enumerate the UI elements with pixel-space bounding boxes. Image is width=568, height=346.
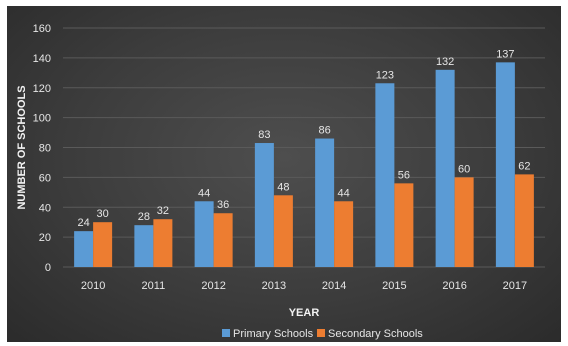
secondary-schools-bar (514, 174, 534, 267)
x-tick-label: 2014 (322, 280, 346, 292)
y-tick-label: 40 (39, 202, 51, 214)
secondary-schools-bar (394, 183, 414, 267)
primary-schools-value-label: 83 (258, 129, 270, 141)
secondary-schools-value-label: 44 (338, 187, 350, 199)
primary-schools-value-label: 28 (138, 211, 150, 223)
y-tick-label: 100 (33, 113, 51, 125)
primary-schools-value-label: 123 (376, 69, 394, 81)
secondary-schools-value-label: 36 (217, 199, 229, 211)
y-tick-label: 0 (45, 262, 51, 274)
y-tick-label: 120 (33, 83, 51, 95)
legend-label-secondary: Secondary Schools (328, 328, 423, 340)
y-tick-label: 60 (39, 172, 51, 184)
data-labels: 24 30 28 32 44 36 83 48 86 44 123 56 132 60 137 62 (78, 48, 531, 229)
primary-schools-bar (74, 231, 94, 267)
primary-schools-bar (194, 201, 214, 267)
bar-chart: 0 20 40 60 80 100 120 140 160 24 30 28 32 44 36 83 48 86… (16, 23, 545, 340)
y-tick-label: 80 (39, 143, 51, 155)
legend-label-primary: Primary Schools (233, 328, 314, 340)
y-tick-label: 140 (33, 53, 51, 65)
secondary-schools-bar (93, 222, 113, 267)
secondary-schools-value-label: 32 (157, 205, 169, 217)
x-axis-ticks: 2010 2011 2012 2013 2014 2015 2016 2017 (81, 280, 527, 292)
y-tick-label: 160 (33, 23, 51, 35)
secondary-schools-value-label: 60 (458, 163, 470, 175)
secondary-schools-value-label: 30 (97, 208, 109, 220)
secondary-schools-value-label: 48 (277, 181, 289, 193)
legend-swatch-secondary (317, 329, 325, 337)
primary-schools-bar (254, 143, 274, 267)
primary-schools-value-label: 44 (198, 187, 210, 199)
x-tick-label: 2011 (142, 280, 166, 292)
primary-schools-value-label: 137 (496, 48, 514, 60)
primary-schools-value-label: 86 (319, 125, 331, 137)
secondary-schools-value-label: 62 (518, 160, 530, 172)
secondary-schools-bar (153, 219, 173, 267)
primary-schools-bar (435, 69, 455, 267)
primary-schools-bar (315, 138, 335, 267)
x-axis-title: YEAR (289, 307, 320, 319)
primary-schools-value-label: 132 (436, 56, 454, 68)
x-tick-label: 2017 (503, 280, 527, 292)
primary-schools-bar (495, 62, 515, 268)
x-tick-label: 2012 (201, 280, 225, 292)
secondary-schools-bar (334, 201, 354, 267)
y-axis-ticks: 0 20 40 60 80 100 120 140 160 (33, 23, 51, 274)
y-axis-title: NUMBER OF SCHOOLS (16, 85, 28, 209)
primary-schools-bar (134, 225, 154, 267)
bars (74, 62, 534, 268)
chart-frame: 0 20 40 60 80 100 120 140 160 24 30 28 32 44 36 83 48 86… (7, 6, 561, 342)
secondary-schools-value-label: 56 (398, 169, 410, 181)
x-tick-label: 2013 (262, 280, 286, 292)
secondary-schools-bar (213, 213, 233, 267)
legend: Primary Schools Secondary Schools (222, 328, 423, 340)
secondary-schools-bar (273, 195, 293, 267)
legend-swatch-primary (222, 329, 230, 337)
x-tick-label: 2010 (81, 280, 105, 292)
y-tick-label: 20 (39, 232, 51, 244)
secondary-schools-bar (454, 177, 474, 267)
primary-schools-value-label: 24 (78, 217, 90, 229)
primary-schools-bar (375, 83, 395, 267)
x-tick-label: 2015 (382, 280, 406, 292)
x-tick-label: 2016 (442, 280, 466, 292)
